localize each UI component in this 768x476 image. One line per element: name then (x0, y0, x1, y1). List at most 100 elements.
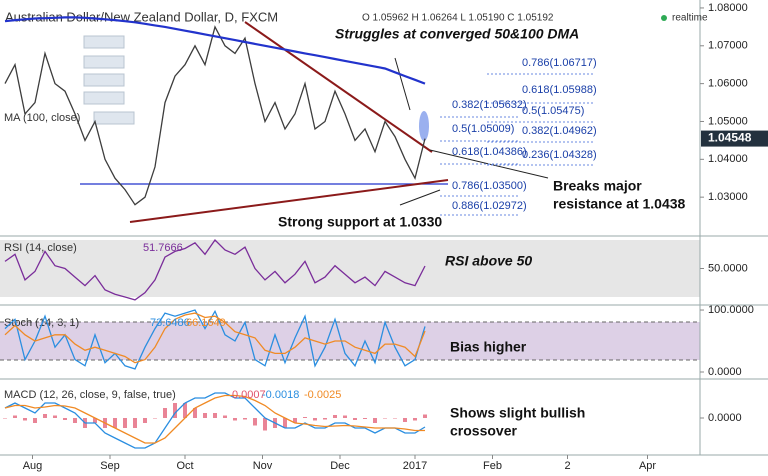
fib-label: 0.382(1.04962) (522, 125, 597, 137)
fib-label: 0.618(1.04386) (452, 146, 527, 158)
histogram-bar (393, 418, 397, 419)
last-value: 66.1649 (186, 317, 226, 329)
fib-label: 0.5(1.05475) (522, 105, 584, 117)
y-tick-label: 100.0000 (708, 304, 754, 316)
x-tick-label: 2 (564, 460, 570, 472)
x-tick-label: Sep (100, 460, 120, 472)
y-tick-label: 1.03000 (708, 191, 748, 203)
histogram-bar (423, 414, 427, 418)
histogram-bar (283, 418, 287, 428)
annotation: Shows slight bullish (450, 405, 585, 421)
price-tag-label: 1.04548 (708, 131, 752, 145)
histogram-bar (143, 418, 147, 423)
series-line (4, 25, 426, 206)
histogram-bar (263, 418, 267, 431)
series-line (4, 238, 426, 301)
y-tick-label: 50.0000 (708, 262, 748, 274)
status: realtime (672, 13, 708, 24)
histogram-bar (353, 418, 357, 420)
histogram-bar (213, 413, 217, 418)
last-value: -0.0018 (262, 389, 299, 401)
histogram-bar (313, 418, 317, 421)
histogram-bar (303, 417, 307, 418)
y-tick-label: 1.08000 (708, 2, 748, 14)
histogram-bar (403, 418, 407, 422)
status-dot (661, 15, 667, 21)
rsi-band (0, 240, 700, 297)
histogram-bar (93, 418, 97, 423)
panel-borders (0, 0, 768, 456)
histogram-bar (183, 403, 187, 418)
stoch-band (0, 322, 700, 360)
fib-label: 0.382(1.05632) (452, 99, 527, 111)
y-tick-label: 0.0000 (708, 366, 742, 378)
histogram-bar (413, 418, 417, 421)
histogram-bar (203, 413, 207, 418)
y-tick-label: 0.0000 (708, 412, 742, 424)
histogram-bar (163, 408, 167, 418)
last-value: 0.0007 (232, 389, 266, 401)
histogram-bar (3, 418, 7, 419)
fib-label: 0.236(1.04328) (522, 149, 597, 161)
ohlc: O 1.05962 H 1.06264 L 1.05190 C 1.05192 (362, 13, 554, 24)
fib-label: 0.5(1.05009) (452, 123, 514, 135)
histogram-bar (13, 415, 17, 418)
histogram-bar (173, 403, 177, 418)
histogram-bar (43, 414, 47, 418)
last-value: 73.6486 (150, 317, 190, 329)
histogram-bar (33, 418, 37, 423)
histogram-bar (23, 418, 27, 421)
series-line (4, 312, 426, 364)
annotation: RSI above 50 (445, 253, 532, 269)
histogram-bar (53, 415, 57, 418)
y-tick-label: 1.06000 (708, 78, 748, 90)
fib-label: 0.786(1.06717) (522, 57, 597, 69)
toolbar-icons (83, 35, 135, 125)
macd-title: MACD (12, 26, close, 9, false, true) (4, 389, 176, 401)
last-value: -0.0025 (304, 389, 341, 401)
histogram-bar (123, 418, 127, 428)
histogram-bar (193, 408, 197, 418)
annotation: crossover (450, 423, 517, 439)
histogram-bar (63, 418, 67, 420)
histogram-bar (293, 418, 297, 423)
chart-title: Australian Dollar/New Zealand Dollar, D,… (5, 9, 278, 24)
legend-ma: MA (100, close) (4, 112, 80, 124)
histogram-bar (153, 418, 157, 419)
histogram-bar (223, 415, 227, 418)
histogram-bar (133, 418, 137, 428)
y-tick-label: 1.04000 (708, 153, 748, 165)
histogram-bar (383, 418, 387, 419)
histogram-bar (243, 418, 247, 420)
histogram-bar (323, 418, 327, 420)
x-tick-label: Nov (253, 460, 273, 472)
annotation: resistance at 1.0438 (553, 196, 686, 212)
drawings (80, 21, 595, 223)
annotation: Breaks major (553, 178, 642, 194)
annotation: Bias higher (450, 339, 527, 355)
y-tick-label: 1.07000 (708, 40, 748, 52)
x-tick-label: 2017 (403, 460, 427, 472)
histogram-bar (373, 418, 377, 423)
price-tag (701, 130, 768, 147)
fib-label: 0.886(1.02972) (452, 200, 527, 212)
histogram-bar (73, 418, 77, 423)
annotation: Struggles at converged 50&100 DMA (335, 26, 579, 42)
fib-label: 0.786(1.03500) (452, 180, 527, 192)
histogram-bar (233, 418, 237, 421)
x-tick-label: Oct (176, 460, 193, 472)
rsi-title: RSI (14, close) (4, 242, 77, 254)
x-tick-label: Dec (330, 460, 350, 472)
x-tick-label: Feb (483, 460, 502, 472)
y-tick-label: 1.05000 (708, 115, 748, 127)
histogram-bar (333, 415, 337, 418)
series-line (4, 394, 425, 444)
x-tick-label: Apr (639, 460, 656, 472)
annotation: Strong support at 1.0330 (278, 214, 442, 230)
series-line (4, 16, 426, 85)
histogram-bar (363, 418, 367, 419)
series-line (4, 392, 426, 449)
fib-label: 0.618(1.05988) (522, 84, 597, 96)
